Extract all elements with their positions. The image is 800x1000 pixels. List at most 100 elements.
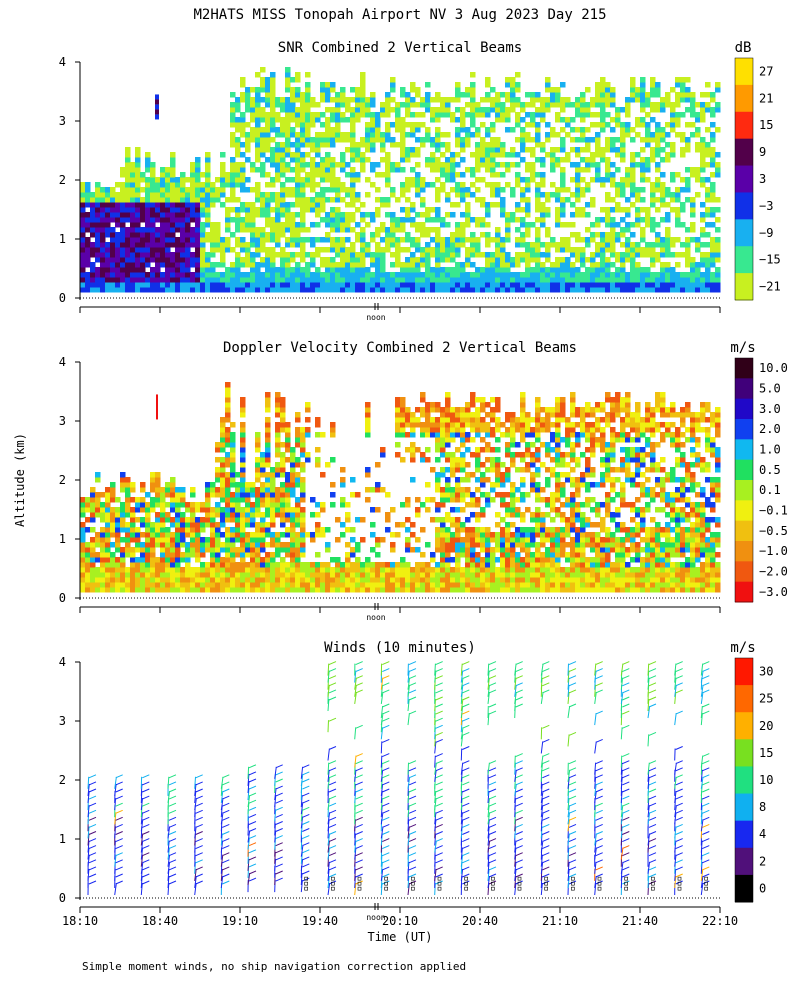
snr-cell <box>270 77 276 83</box>
snr-cell <box>190 252 196 258</box>
snr-cell <box>140 252 146 258</box>
doppler-cell <box>295 482 301 488</box>
snr-cell <box>435 252 441 258</box>
snr-cell <box>190 212 196 218</box>
snr-cell <box>170 252 176 258</box>
snr-cell <box>700 142 706 148</box>
doppler-cell <box>175 507 181 513</box>
doppler-cell <box>275 402 281 408</box>
snr-cell <box>460 272 466 278</box>
doppler-cell <box>150 497 156 503</box>
snr-cell <box>675 132 681 138</box>
doppler-cell <box>125 527 131 533</box>
snr-cell <box>455 222 461 228</box>
doppler-cell <box>165 542 171 548</box>
snr-cell <box>660 267 666 273</box>
doppler-cell <box>280 507 286 513</box>
doppler-cell <box>245 507 251 513</box>
doppler-cell <box>240 582 246 588</box>
snr-cell <box>270 252 276 258</box>
snr-cell <box>435 132 441 138</box>
snr-cell <box>145 187 151 193</box>
snr-cell <box>185 282 191 288</box>
snr-cell <box>660 97 666 103</box>
snr-cell <box>275 242 281 248</box>
snr-cell <box>400 122 406 128</box>
snr-cell <box>240 237 246 243</box>
snr-cell <box>310 112 316 118</box>
doppler-cell <box>365 407 371 413</box>
snr-cell <box>90 212 96 218</box>
snr-cell <box>685 92 691 98</box>
snr-cell <box>400 132 406 138</box>
doppler-cell <box>130 532 136 538</box>
doppler-cell <box>415 582 421 588</box>
doppler-cell <box>340 467 346 473</box>
snr-cell <box>550 157 556 163</box>
snr-cell <box>260 142 266 148</box>
snr-cell <box>620 282 626 288</box>
snr-cell <box>580 132 586 138</box>
snr-cell <box>570 252 576 258</box>
doppler-cell <box>380 487 386 493</box>
doppler-cell <box>120 527 126 533</box>
snr-cell <box>95 267 101 273</box>
doppler-cell <box>140 522 146 528</box>
doppler-cell <box>245 572 251 578</box>
snr-cell <box>520 272 526 278</box>
snr-cell <box>405 102 411 108</box>
snr-cell <box>300 107 306 113</box>
doppler-cell <box>170 507 176 513</box>
doppler-cell <box>210 587 216 593</box>
snr-cell <box>620 152 626 158</box>
snr-cell <box>695 267 701 273</box>
snr-cell <box>435 107 441 113</box>
snr-cell <box>180 212 186 218</box>
doppler-cell <box>120 472 126 478</box>
snr-cell <box>505 282 511 288</box>
doppler-cell <box>420 577 426 583</box>
doppler-cell <box>100 562 106 568</box>
doppler-cell <box>150 577 156 583</box>
snr-cell <box>175 222 181 228</box>
snr-cell <box>370 272 376 278</box>
snr-cell <box>565 242 571 248</box>
doppler-cell <box>135 507 141 513</box>
snr-cell <box>80 267 86 273</box>
doppler-cell <box>80 542 86 548</box>
snr-cell <box>455 182 461 188</box>
doppler-cell <box>300 582 306 588</box>
snr-cell <box>550 147 556 153</box>
snr-cell <box>445 257 451 263</box>
doppler-cell <box>295 442 301 448</box>
snr-cell <box>300 282 306 288</box>
snr-cell <box>600 102 606 108</box>
doppler-cell <box>330 587 336 593</box>
snr-cell <box>490 147 496 153</box>
snr-cell <box>705 282 711 288</box>
snr-cell <box>460 242 466 248</box>
snr-cell <box>175 227 181 233</box>
snr-cell <box>580 112 586 118</box>
doppler-cell <box>190 542 196 548</box>
snr-cell <box>590 122 596 128</box>
snr-cell <box>185 287 191 293</box>
snr-cell <box>450 202 456 208</box>
snr-cell <box>245 227 251 233</box>
snr-cell <box>480 162 486 168</box>
snr-cell <box>265 287 271 293</box>
snr-cell <box>530 167 536 173</box>
snr-cell <box>290 97 296 103</box>
snr-cell <box>665 217 671 223</box>
snr-cell <box>240 217 246 223</box>
doppler-cell <box>370 587 376 593</box>
snr-cell <box>260 172 266 178</box>
doppler-cell <box>140 587 146 593</box>
snr-cell <box>425 137 431 143</box>
doppler-cell <box>445 577 451 583</box>
doppler-cell <box>195 547 201 553</box>
snr-cell <box>135 227 141 233</box>
doppler-cell <box>85 552 91 558</box>
doppler-cell <box>395 397 401 403</box>
doppler-cell <box>145 507 151 513</box>
